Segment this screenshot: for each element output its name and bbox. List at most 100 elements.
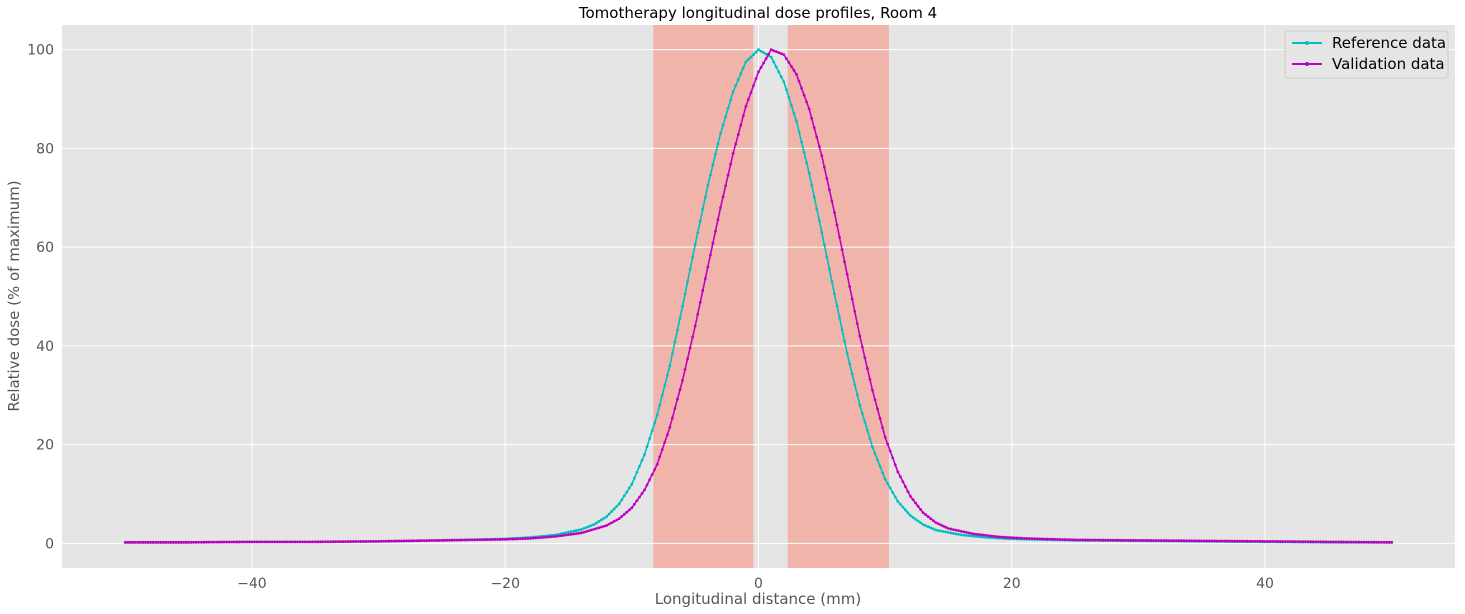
- data-point: [412, 539, 416, 543]
- data-point: [554, 535, 558, 538]
- data-point: [612, 520, 616, 523]
- data-point: [1347, 540, 1351, 544]
- data-point: [863, 356, 867, 360]
- data-point: [802, 93, 806, 97]
- data-point: [605, 515, 608, 519]
- data-point: [744, 105, 748, 108]
- data-point: [298, 540, 302, 544]
- data-point: [1149, 539, 1153, 542]
- data-point: [904, 508, 907, 512]
- legend-label-validation: Validation data: [1332, 55, 1445, 73]
- data-point: [795, 72, 798, 76]
- data-point: [394, 539, 398, 543]
- data-point: [706, 265, 710, 269]
- data-point: [959, 529, 963, 533]
- data-point: [974, 532, 978, 536]
- data-point: [772, 60, 776, 64]
- data-point: [187, 540, 191, 544]
- data-point: [926, 515, 930, 519]
- data-point: [800, 86, 803, 90]
- data-point: [559, 534, 563, 538]
- data-point: [1159, 539, 1163, 542]
- data-point: [686, 357, 689, 361]
- data-point: [906, 490, 910, 493]
- data-point: [1306, 540, 1310, 544]
- data-point: [810, 116, 814, 120]
- data-point: [1344, 540, 1348, 544]
- data-point: [1245, 539, 1249, 543]
- data-point: [663, 440, 667, 444]
- data-point: [562, 533, 565, 537]
- data-point: [339, 540, 342, 544]
- data-point: [1101, 538, 1105, 542]
- data-point: [1296, 540, 1300, 543]
- data-point: [506, 537, 510, 541]
- data-point: [936, 529, 940, 532]
- data-point: [843, 260, 847, 264]
- data-point: [1061, 538, 1064, 541]
- data-point: [822, 243, 826, 247]
- data-point: [1207, 539, 1211, 543]
- data-point: [638, 464, 641, 468]
- data-point: [1385, 540, 1389, 544]
- data-point: [405, 539, 408, 543]
- data-point: [139, 540, 142, 544]
- data-point: [240, 540, 244, 544]
- data-point: [891, 491, 895, 494]
- data-point: [714, 229, 717, 233]
- data-point: [676, 328, 679, 332]
- data-point: [719, 206, 722, 210]
- legend-box: [1284, 30, 1449, 79]
- data-point: [1073, 538, 1077, 542]
- data-point: [1197, 539, 1201, 543]
- data-point: [995, 535, 998, 538]
- data-point: [815, 207, 819, 211]
- data-point: [876, 458, 879, 462]
- data-point: [1250, 539, 1254, 543]
- data-point: [898, 502, 902, 506]
- data-point: [919, 508, 922, 511]
- data-point: [665, 433, 669, 437]
- data-point: [802, 150, 806, 154]
- data-point: [1271, 540, 1275, 543]
- data-point: [974, 535, 978, 538]
- data-point: [1121, 538, 1125, 542]
- data-point: [177, 540, 180, 544]
- data-point: [749, 55, 753, 59]
- data-point: [486, 538, 489, 542]
- data-point: [969, 534, 973, 538]
- data-point: [430, 539, 434, 542]
- data-point: [939, 529, 943, 533]
- data-point: [779, 52, 783, 56]
- data-point: [455, 538, 459, 542]
- data-point: [615, 504, 619, 508]
- data-point: [739, 123, 743, 127]
- data-point: [964, 530, 968, 534]
- data-point: [192, 540, 196, 544]
- tick-labels: −40 −20 0 20 40 0 20 40 60 80 100: [27, 43, 1274, 592]
- data-point: [635, 499, 639, 503]
- data-point: [1301, 540, 1305, 544]
- data-point: [835, 304, 839, 308]
- x-tick-label: 20: [1003, 576, 1021, 592]
- data-point: [519, 537, 522, 541]
- data-point: [868, 378, 872, 381]
- data-point: [602, 524, 606, 528]
- data-point: [769, 55, 773, 59]
- data-point: [321, 540, 325, 544]
- data-point: [174, 540, 178, 544]
- data-point: [820, 154, 824, 158]
- data-point: [521, 537, 525, 541]
- data-point: [539, 536, 543, 539]
- data-point: [853, 382, 857, 386]
- data-point: [800, 140, 803, 144]
- data-point: [954, 528, 958, 532]
- data-point: [478, 538, 482, 542]
- data-point: [1058, 538, 1062, 541]
- data-point: [721, 123, 725, 127]
- data-point: [564, 531, 568, 535]
- data-point: [1091, 538, 1095, 542]
- data-point: [655, 462, 659, 466]
- data-point: [237, 540, 241, 544]
- data-point: [1225, 539, 1229, 543]
